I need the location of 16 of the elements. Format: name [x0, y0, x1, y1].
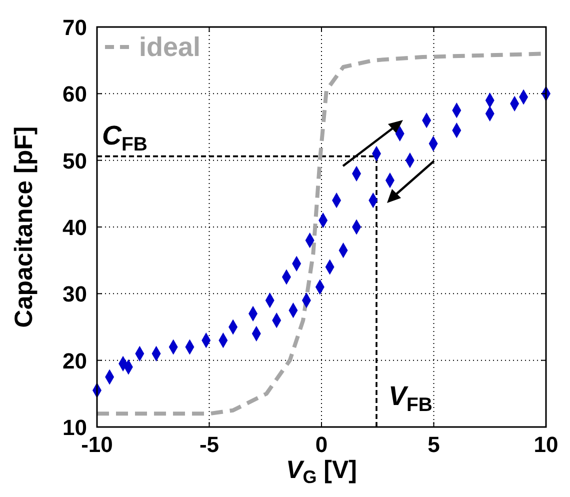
legend-label: ideal [139, 32, 201, 62]
ref-line-label: V$_{FB}$ [388, 381, 432, 416]
y-tick-label: 30 [62, 282, 87, 307]
y-tick-label: 50 [62, 148, 87, 174]
x-axis-title: V$_{G}$ [V] [286, 456, 357, 488]
x-tick-label: 10 [534, 432, 558, 457]
y-tick-label: 60 [62, 82, 87, 107]
y-tick-label: 20 [62, 348, 87, 374]
y-tick-label: 40 [62, 215, 87, 240]
x-tick-label: 5 [428, 432, 440, 457]
x-tick-label: -5 [199, 432, 220, 457]
y-axis-title: Capacitance [pF] [10, 126, 38, 328]
y-tick-label: 10 [62, 415, 87, 440]
y-tick-label: 70 [62, 15, 87, 40]
x-tick-label: 0 [315, 432, 328, 457]
ref-line-label: C$_{FB}$ [102, 120, 148, 156]
